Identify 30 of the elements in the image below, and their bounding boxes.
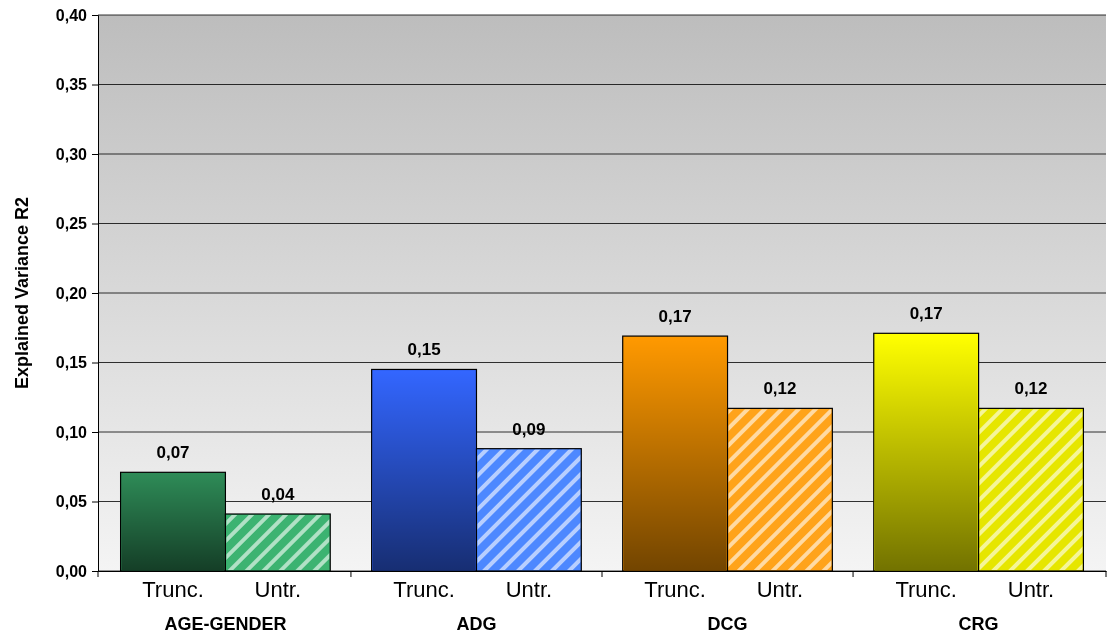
data-label: 0,12 — [763, 379, 797, 399]
x-tick-label: DCG — [707, 613, 748, 634]
data-label: 0,15 — [407, 340, 441, 360]
text: Trunc. — [895, 577, 957, 602]
x-tick-label: ADG — [456, 613, 497, 634]
x-tick-label: CRG — [958, 613, 999, 634]
y-tick-label: 0,40 — [55, 6, 88, 24]
x-tick-label: AGE-GENDER — [164, 613, 287, 634]
data-label: 0,07 — [156, 443, 190, 463]
data-label: 0,17 — [658, 307, 692, 327]
data-label: 0,12 — [1014, 379, 1048, 399]
y-tick-label: 0,10 — [55, 423, 88, 441]
data-label: 0,09 — [512, 419, 546, 439]
series-label: Trunc. — [142, 577, 204, 602]
y-axis-title: Explained Variance R2 — [12, 196, 32, 390]
y-tick-label: 0,15 — [55, 354, 88, 372]
y-tick-label: 0,30 — [55, 145, 88, 163]
y-tick-label: 0,25 — [55, 215, 88, 233]
y-tick-label: 0,20 — [55, 284, 88, 302]
y-tick-label: 0,05 — [55, 493, 88, 511]
y-tick-label: 0,35 — [55, 76, 88, 94]
data-label: 0,17 — [909, 304, 943, 324]
text: Trunc. — [393, 577, 455, 602]
text: Untr. — [505, 577, 553, 602]
y-tick-label: 0,00 — [55, 562, 88, 580]
series-label: Untr. — [254, 577, 302, 602]
text: Trunc. — [644, 577, 706, 602]
data-label: 0,04 — [261, 485, 295, 505]
text: Untr. — [1007, 577, 1055, 602]
text: Untr. — [756, 577, 804, 602]
